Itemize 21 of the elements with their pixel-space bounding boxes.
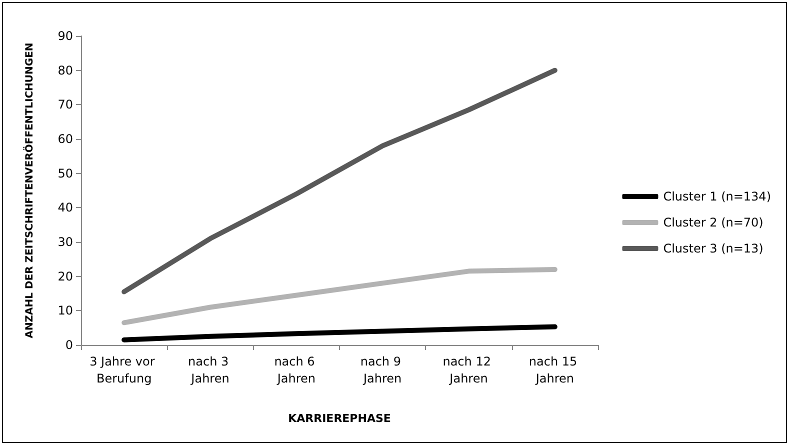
y-tick-label: 10 — [58, 304, 73, 318]
legend-label: Cluster 3 (n=13) — [663, 242, 764, 256]
y-axis-title: ANZAHL DER ZEITSCHRIFTENVERÖFFENTLICHUNGEN — [22, 42, 36, 338]
y-tick-label: 80 — [58, 63, 73, 78]
x-tick-label: nach 15 Jahren — [528, 354, 581, 386]
x-axis-title: KARRIEREPHASE — [288, 412, 391, 425]
x-tick-label: nach 9 Jahren — [360, 354, 405, 386]
y-tick-label: 60 — [58, 132, 73, 146]
x-tick-label: nach 12 Jahren — [442, 354, 495, 386]
y-tick-label: 40 — [58, 200, 73, 215]
legend-label: Cluster 2 (n=70) — [663, 216, 764, 230]
y-tick-label: 90 — [58, 29, 73, 43]
x-tick-label: nach 6 Jahren — [274, 354, 319, 386]
x-tick-label: 3 Jahre vor Berufung — [90, 354, 159, 386]
legend-label: Cluster 1 (n=134) — [663, 190, 772, 204]
y-tick-label: 50 — [58, 166, 73, 180]
y-tick-label: 0 — [65, 338, 73, 352]
y-tick-label: 30 — [58, 235, 73, 249]
y-tick-label: 70 — [58, 98, 73, 112]
x-tick-label: nach 3 Jahren — [188, 354, 232, 386]
y-tick-label: 20 — [58, 269, 73, 284]
